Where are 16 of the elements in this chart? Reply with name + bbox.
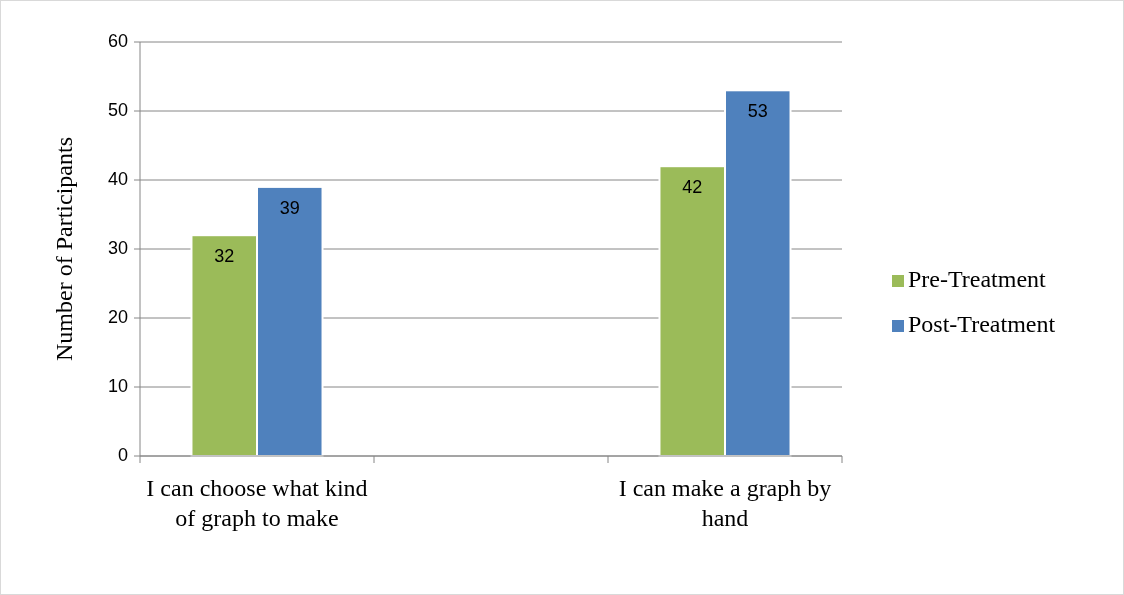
data-label: 32 — [214, 245, 235, 266]
data-label: 42 — [682, 176, 703, 197]
y-tick-label: 60 — [107, 30, 128, 51]
y-tick-label: 50 — [107, 99, 128, 120]
legend-label: Pre-Treatment — [908, 265, 1047, 292]
y-axis-title: Number of Participants — [51, 137, 77, 361]
y-tick-label: 20 — [107, 306, 128, 327]
x-tick-label: I can make a graph by hand — [618, 475, 832, 531]
legend-label: Post-Treatment — [908, 310, 1056, 337]
data-label: 39 — [279, 197, 300, 218]
y-tick-label: 40 — [107, 168, 128, 189]
y-tick-label: 10 — [107, 375, 128, 396]
x-tick-label: I can choose what kind of graph to make — [146, 475, 368, 531]
y-tick-label: 0 — [117, 444, 128, 465]
data-label: 53 — [747, 101, 768, 122]
y-tick-label: 30 — [107, 237, 128, 258]
